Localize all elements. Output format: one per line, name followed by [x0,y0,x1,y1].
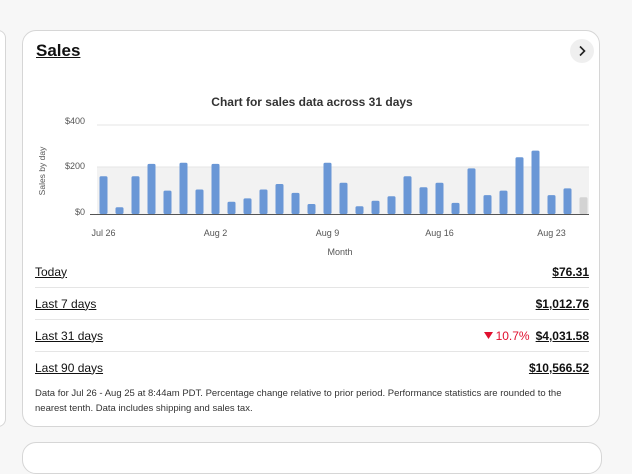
x-tick-labels: Jul 26 Aug 2 Aug 9 Aug 16 Aug 23 [91,228,565,238]
bar-aug-20[interactable] [499,190,508,214]
adjacent-card-left [0,30,6,427]
row-value-last-31-days[interactable]: $4,031.58 [535,328,589,343]
chart-title: Chart for sales data across 31 days [211,95,413,109]
bar-aug-10[interactable] [339,182,348,214]
row-value-today[interactable]: $76.31 [552,264,589,279]
row-value-last-7-days[interactable]: $1,012.76 [535,296,589,311]
bar-aug-25[interactable] [579,197,588,214]
bar-aug-3[interactable] [227,201,236,214]
bar-aug-12[interactable] [371,200,380,214]
bar-aug-16[interactable] [435,182,444,214]
bar-jul-28[interactable] [131,176,140,214]
summary-row-last-90-days: Last 90 days $10,566.52 [35,352,589,383]
x-tick-label: Aug 9 [316,228,340,238]
bar-aug-24[interactable] [563,188,572,214]
summary-row-today: Today $76.31 [35,256,589,288]
triangle-down-icon [483,332,493,339]
row-value-last-90-days[interactable]: $10,566.52 [528,360,589,375]
x-tick-label: Aug 23 [537,228,566,238]
sales-summary-list: Today $76.31 Last 7 days $1,012.76 Last … [35,256,589,383]
sales-chart: Chart for sales data across 31 days $400… [37,95,589,257]
bar-aug-11[interactable] [355,206,364,214]
footnote: Data for Jul 26 - Aug 25 at 8:44am PDT. … [35,388,562,414]
y-tick-label: $400 [65,116,85,126]
bar-aug-2[interactable] [211,163,220,214]
bar-jul-26[interactable] [99,176,108,214]
bar-aug-17[interactable] [451,202,460,214]
y-axis-title: Sales by day [37,146,47,195]
row-label-last-7-days[interactable]: Last 7 days [35,296,97,311]
bar-aug-15[interactable] [419,187,428,214]
summary-row-last-7-days: Last 7 days $1,012.76 [35,288,589,320]
bar-aug-19[interactable] [483,195,492,214]
row-label-last-90-days[interactable]: Last 90 days [35,360,104,375]
bars-group [99,150,588,215]
bar-aug-5[interactable] [259,189,268,215]
bar-aug-7[interactable] [291,192,300,214]
sales-card: Sales Chart for sales data across 31 day… [22,30,600,427]
bar-jul-27[interactable] [115,207,124,214]
bar-jul-31[interactable] [179,162,188,214]
row-label-today[interactable]: Today [35,264,68,279]
bar-aug-6[interactable] [275,184,284,214]
y-tick-label: $0 [75,207,85,217]
bar-aug-21[interactable] [515,157,524,214]
row-label-last-31-days[interactable]: Last 31 days [35,328,104,343]
bar-aug-23[interactable] [547,195,556,214]
summary-row-last-31-days: Last 31 days 10.7% $4,031.58 [35,320,589,352]
y-tick-label: $200 [65,161,85,171]
x-tick-label: Aug 2 [204,228,228,238]
sales-title-link[interactable]: Sales [36,41,81,60]
bar-aug-18[interactable] [467,168,476,214]
bar-aug-8[interactable] [307,204,316,214]
bar-jul-29[interactable] [147,163,156,214]
bar-aug-9[interactable] [323,162,332,214]
chevron-right-icon [579,45,586,57]
x-tick-label: Aug 16 [425,228,454,238]
bar-aug-14[interactable] [403,176,412,214]
x-axis-title: Month [327,247,352,257]
percent-change: 10.7% [483,328,530,343]
next-button[interactable] [570,39,594,63]
bar-aug-1[interactable] [195,189,204,215]
bar-aug-22[interactable] [531,150,540,214]
percent-change-value: 10.7% [495,328,530,343]
bar-jul-30[interactable] [163,190,172,214]
bar-aug-4[interactable] [243,198,252,214]
bar-aug-13[interactable] [387,196,396,214]
x-tick-label: Jul 26 [91,228,115,238]
